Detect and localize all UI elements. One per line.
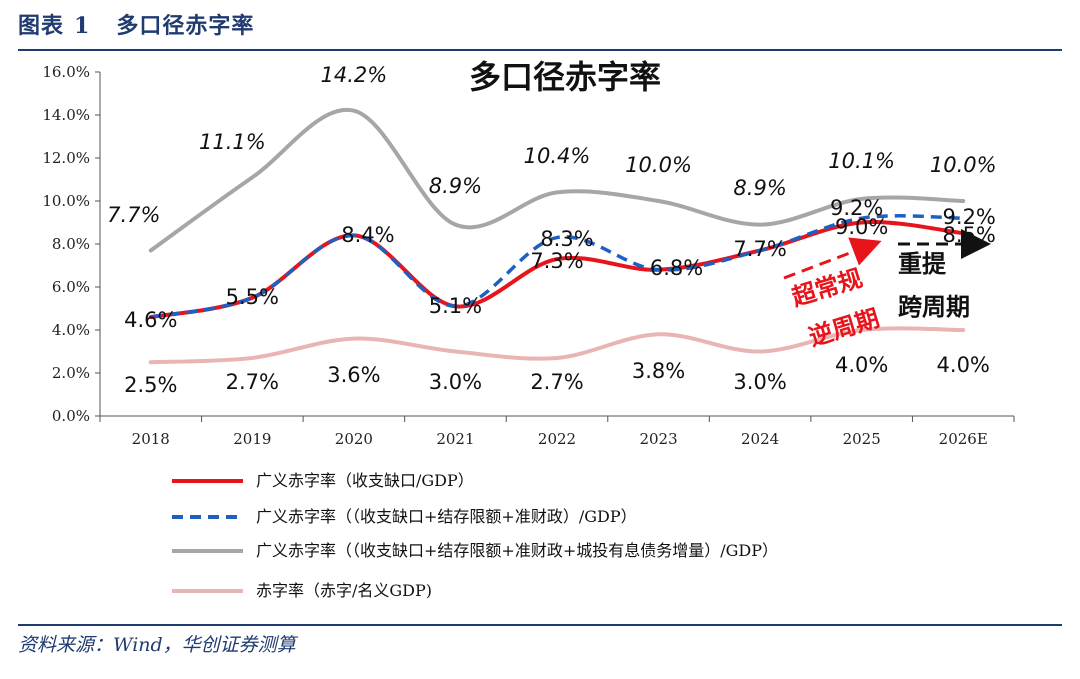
y-tick-label: 6.0%	[52, 278, 90, 296]
legend-label: 赤字率（赤字/名义GDP)	[256, 581, 432, 600]
data-label: 8.9%	[733, 176, 786, 200]
data-label: 4.0%	[835, 353, 888, 377]
data-label: 5.1%	[429, 294, 482, 318]
data-label: 9.0%	[835, 215, 888, 239]
x-tick-label: 2020	[335, 430, 373, 448]
figure-label: 图表	[18, 13, 65, 39]
series-layer	[148, 107, 966, 365]
annotation-countercyclical: 逆周期	[805, 303, 882, 352]
annotation-cross-cycle: 跨周期	[898, 292, 970, 321]
data-label: 10.0%	[930, 153, 997, 177]
data-label: 6.8%	[650, 256, 703, 280]
y-tick-label: 16.0%	[42, 63, 90, 81]
annotation-reemphasize: 重提	[898, 249, 947, 278]
y-tick-label: 10.0%	[42, 192, 90, 210]
x-tick-label: 2019	[233, 430, 271, 448]
y-tick-label: 8.0%	[52, 235, 90, 253]
data-label: 9.2%	[830, 196, 883, 220]
data-label: 8.4%	[341, 223, 394, 247]
series-gray-line	[148, 107, 966, 253]
y-tick-label: 12.0%	[42, 149, 90, 167]
data-label: 7.3%	[530, 249, 583, 273]
data-label: 10.1%	[828, 149, 895, 173]
chart-axes: 0.0% 2.0% 4.0% 6.0% 8.0% 10.0% 12.0% 14.0% 16.0%…	[42, 63, 1015, 448]
data-labels: 2.5% 2.7% 3.6% 3.0% 2.7% 3.8% 3.0% 4.0% 4.0% 7.7%…	[107, 63, 996, 397]
data-label: 11.1%	[199, 130, 266, 154]
data-label: 3.8%	[632, 359, 685, 383]
x-tick-label: 2018	[132, 430, 170, 448]
y-tick-label: 2.0%	[52, 364, 90, 382]
data-label: 8.9%	[429, 174, 482, 198]
series-red-line	[148, 220, 966, 320]
data-label: 10.4%	[524, 144, 591, 168]
x-tick-label: 2026E	[939, 430, 988, 448]
legend-label: 广义赤字率（（收支缺口+结存限额+准财政）/GDP）	[256, 507, 637, 526]
annotation-extraordinary: 超常规	[788, 263, 865, 312]
y-tick-label: 0.0%	[52, 407, 90, 425]
data-label: 4.6%	[124, 308, 177, 332]
data-label: 2.7%	[530, 370, 583, 394]
source-note: 资料来源：Wind，华创证券测算	[18, 634, 296, 656]
data-label: 5.5%	[226, 285, 279, 309]
y-tick-label: 4.0%	[52, 321, 90, 339]
data-label: 3.0%	[429, 370, 482, 394]
data-label: 3.0%	[733, 370, 786, 394]
data-label: 7.7%	[733, 237, 786, 261]
series-pink-line	[148, 326, 966, 365]
legend-label: 广义赤字率（（收支缺口+结存限额+准财政+城投有息债务增量）/GDP）	[256, 541, 778, 560]
data-label: 14.2%	[321, 63, 388, 87]
legend-label: 广义赤字率（收支缺口/GDP）	[256, 471, 474, 490]
series-blue-dashed-line	[150, 214, 964, 319]
x-tick-label: 2024	[741, 430, 779, 448]
chart-legend: 广义赤字率（收支缺口/GDP） 广义赤字率（（收支缺口+结存限额+准财政）/GDP…	[172, 471, 778, 600]
chart-title: 多口径赤字率	[469, 58, 661, 96]
header-divider	[18, 49, 1062, 51]
x-tick-label: 2025	[843, 430, 881, 448]
data-label: 10.0%	[625, 153, 692, 177]
figure-number: 1	[74, 13, 91, 39]
red-arrow	[783, 237, 882, 280]
data-label: 3.6%	[327, 363, 380, 387]
data-label: 9.2%	[943, 205, 996, 229]
x-tick-label: 2022	[538, 430, 576, 448]
footer-divider	[18, 624, 1062, 626]
data-label: 4.0%	[937, 353, 990, 377]
data-label: 8.3%	[540, 227, 593, 251]
figure-title: 多口径赤字率	[116, 13, 255, 39]
y-tick-label: 14.0%	[42, 106, 90, 124]
figure-header: 图表 1 多口径赤字率	[18, 6, 1062, 46]
data-label: 7.7%	[107, 203, 160, 227]
x-tick-label: 2023	[639, 430, 677, 448]
x-tick-label: 2021	[436, 430, 474, 448]
data-label: 2.5%	[124, 373, 177, 397]
data-label: 2.7%	[226, 370, 279, 394]
